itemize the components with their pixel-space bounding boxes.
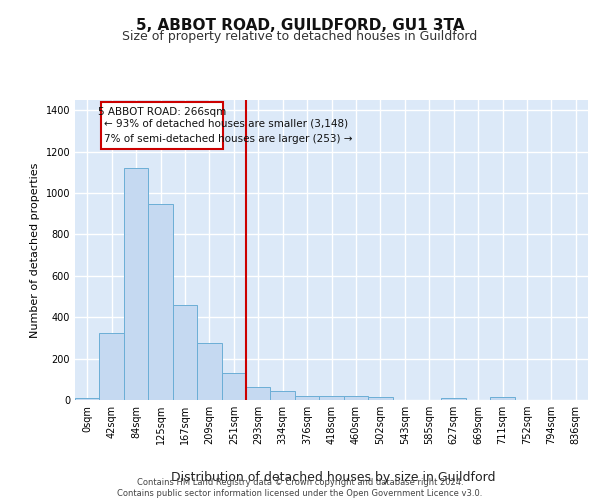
- Bar: [221, 373, 246, 400]
- Text: ← 93% of detached houses are smaller (3,148): ← 93% of detached houses are smaller (3,…: [104, 118, 348, 128]
- Bar: [75, 398, 100, 400]
- Text: Size of property relative to detached houses in Guildford: Size of property relative to detached ho…: [122, 30, 478, 43]
- Text: 7% of semi-detached houses are larger (253) →: 7% of semi-detached houses are larger (2…: [104, 134, 352, 144]
- Text: 5, ABBOT ROAD, GUILDFORD, GU1 3TA: 5, ABBOT ROAD, GUILDFORD, GU1 3TA: [136, 18, 464, 32]
- Bar: [442, 398, 466, 400]
- Bar: [124, 168, 148, 400]
- Text: 5 ABBOT ROAD: 266sqm: 5 ABBOT ROAD: 266sqm: [98, 107, 226, 117]
- Bar: [344, 396, 368, 400]
- Bar: [148, 204, 173, 400]
- Bar: [271, 390, 295, 400]
- Bar: [100, 333, 124, 400]
- Bar: [295, 396, 319, 400]
- Bar: [319, 396, 344, 400]
- Bar: [368, 397, 392, 400]
- Bar: [173, 305, 197, 400]
- Text: Distribution of detached houses by size in Guildford: Distribution of detached houses by size …: [171, 471, 495, 484]
- Bar: [197, 343, 221, 400]
- Y-axis label: Number of detached properties: Number of detached properties: [30, 162, 40, 338]
- Bar: [490, 397, 515, 400]
- Text: Contains HM Land Registry data © Crown copyright and database right 2024.
Contai: Contains HM Land Registry data © Crown c…: [118, 478, 482, 498]
- FancyBboxPatch shape: [101, 102, 223, 148]
- Bar: [246, 386, 271, 400]
